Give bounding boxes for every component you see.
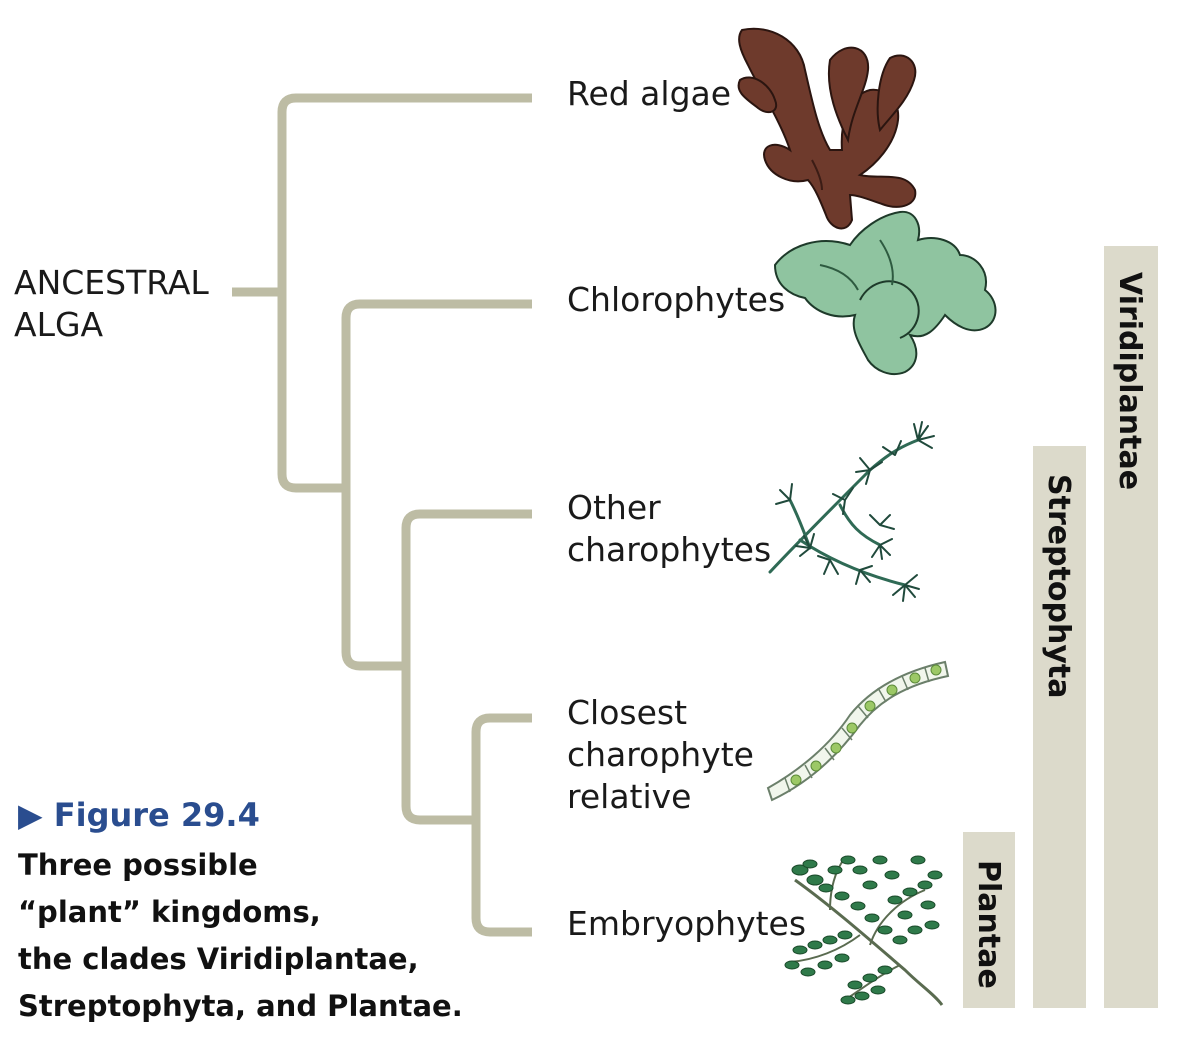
chlorophyte-icon	[773, 210, 997, 376]
branch-red-algae	[277, 93, 532, 493]
clade-plantae: Plantae	[963, 832, 1015, 1008]
red-alga-icon	[737, 27, 917, 230]
clade-bar-streptophyta	[1033, 446, 1086, 1008]
charophyte-icon	[768, 421, 935, 602]
tree-branches	[232, 93, 532, 937]
taxon-label-embryophytes: Embryophytes	[567, 904, 807, 943]
clade-bars: Viridiplantae Streptophyta Plantae	[963, 246, 1158, 1008]
taxon-label-closest-relative: Closest charophyte relative	[567, 693, 754, 816]
taxon-label-chlorophytes: Chlorophytes	[567, 280, 786, 319]
figure-number: Figure 29.4	[53, 796, 260, 834]
clade-label-plantae: Plantae	[971, 860, 1006, 989]
figure-caption: Three possible “plant” kingdoms, the cla…	[18, 848, 463, 1023]
filament-icon	[766, 660, 950, 802]
root-label: ANCESTRAL ALGA	[14, 263, 209, 344]
clade-streptophyta: Streptophyta	[1033, 446, 1086, 1008]
taxon-label-red-algae: Red algae	[567, 74, 732, 113]
branch-closest-relative	[471, 713, 532, 937]
clade-bar-viridiplantae	[1104, 246, 1158, 1008]
clade-label-viridiplantae: Viridiplantae	[1112, 272, 1147, 490]
taxon-label-other-charophytes: Other charophytes	[567, 488, 772, 569]
clade-bar-plantae	[963, 832, 1015, 1008]
fern-icon	[784, 855, 944, 1006]
branch-chlorophytes	[341, 299, 532, 671]
triangle-right-icon: ▶	[18, 796, 43, 834]
clade-viridiplantae: Viridiplantae	[1104, 246, 1158, 1008]
branch-other-charophytes	[401, 509, 532, 825]
clade-label-streptophyta: Streptophyta	[1041, 474, 1076, 699]
figure-label: ▶ Figure 29.4	[18, 796, 260, 834]
